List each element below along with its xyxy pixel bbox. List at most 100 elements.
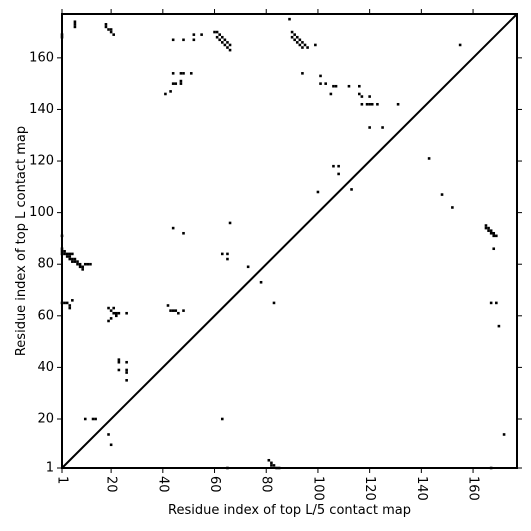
contact-cell-upper xyxy=(104,23,108,26)
x-tick-label: 140 xyxy=(414,476,429,501)
contact-cell-upper xyxy=(350,188,353,191)
contact-cell-lower xyxy=(270,461,273,465)
contact-cell-upper xyxy=(171,38,175,42)
contact-cell-upper xyxy=(319,82,322,85)
contact-cell-upper xyxy=(334,84,338,88)
y-tick-label: 140 xyxy=(29,102,54,117)
contact-cell-lower xyxy=(94,417,97,421)
contact-cell-lower xyxy=(71,260,74,263)
contact-cell-upper xyxy=(182,38,185,42)
contact-cell-upper xyxy=(73,20,77,24)
contact-cell-upper xyxy=(179,82,183,85)
contact-cell-lower xyxy=(65,252,69,256)
contact-cell-upper xyxy=(171,72,175,75)
y-tick-label: 120 xyxy=(29,154,54,169)
contact-cell-lower xyxy=(63,250,66,253)
contact-cell-upper xyxy=(329,92,333,96)
contact-cell-upper xyxy=(223,43,227,47)
x-tick-label: 40 xyxy=(155,476,170,493)
contact-cell-lower xyxy=(117,358,121,361)
contact-cell-upper xyxy=(376,102,379,106)
contact-cell-upper xyxy=(109,30,113,34)
contact-cell-lower xyxy=(83,262,87,266)
contact-cell-upper xyxy=(319,74,322,78)
contact-cell-lower xyxy=(492,234,496,238)
contact-cell-lower xyxy=(83,417,87,421)
contact-cell-lower xyxy=(71,299,74,302)
contact-cell-upper xyxy=(365,102,369,106)
contact-cell-upper xyxy=(337,172,340,176)
contact-cell-upper xyxy=(228,48,232,52)
contact-cell-upper xyxy=(295,35,299,39)
contact-cell-lower xyxy=(169,309,172,312)
contact-cell-lower xyxy=(81,268,84,271)
contact-cell-upper xyxy=(171,82,175,85)
contact-cell-upper xyxy=(192,38,196,42)
contact-cell-lower xyxy=(115,311,118,315)
contact-cell-lower xyxy=(65,301,69,305)
contact-cell-lower xyxy=(495,301,498,305)
contact-cell-lower xyxy=(177,311,180,315)
contact-cell-upper xyxy=(301,72,304,75)
x-tick-label: 20 xyxy=(104,476,119,493)
contact-cell-lower xyxy=(112,306,115,310)
contact-cell-lower xyxy=(109,443,113,447)
contact-cell-upper xyxy=(104,25,108,29)
x-tick-label: 1 xyxy=(55,476,70,484)
contact-cell-upper xyxy=(301,46,304,49)
contact-cell-lower xyxy=(68,257,72,261)
contact-cell-lower xyxy=(112,311,115,315)
y-tick-label: 160 xyxy=(29,50,54,65)
contact-cell-lower xyxy=(86,262,90,266)
contact-cell-upper xyxy=(427,157,431,160)
contact-cell-upper xyxy=(358,84,361,88)
contact-cell-upper xyxy=(368,102,371,106)
contact-cell-lower xyxy=(489,229,493,232)
contact-cell-lower xyxy=(497,324,501,328)
contact-cell-lower xyxy=(117,368,121,372)
x-tick-label: 120 xyxy=(362,476,377,501)
contact-cell-upper xyxy=(107,28,110,31)
contact-cell-lower xyxy=(65,255,69,258)
contact-cell-lower xyxy=(220,417,224,421)
contact-cell-upper xyxy=(360,95,364,98)
contact-cell-upper xyxy=(306,46,309,49)
contact-cell-upper xyxy=(298,38,302,42)
y-tick-label: 80 xyxy=(37,257,54,272)
contact-cell-upper xyxy=(112,33,115,36)
contact-cell-upper xyxy=(301,41,304,44)
contact-cell-lower xyxy=(226,252,229,256)
contact-cell-upper xyxy=(303,43,307,47)
contact-cell-lower xyxy=(125,360,128,364)
contact-cell-upper xyxy=(182,72,185,75)
contact-cell-lower xyxy=(125,311,128,315)
contact-cell-lower xyxy=(89,262,92,266)
contact-cell-upper xyxy=(179,79,183,83)
contact-cell-upper xyxy=(451,206,454,209)
contact-cell-lower xyxy=(91,417,95,421)
contact-cell-lower xyxy=(171,226,175,230)
contact-cell-lower xyxy=(63,301,66,305)
contact-cell-lower xyxy=(68,306,72,310)
y-tick-label: 1 xyxy=(46,461,54,476)
contact-cell-lower xyxy=(272,464,276,467)
contact-cell-lower xyxy=(492,247,496,251)
contact-cell-upper xyxy=(226,41,229,44)
contact-cell-upper xyxy=(174,82,178,85)
contact-cell-lower xyxy=(220,252,224,256)
y-tick-label: 100 xyxy=(29,205,54,220)
contact-cell-lower xyxy=(125,379,128,382)
contact-cell-upper xyxy=(215,35,219,39)
contact-cell-upper xyxy=(293,38,296,42)
diagonal-line xyxy=(61,13,518,469)
contact-cell-lower xyxy=(171,309,175,312)
contact-cell-upper xyxy=(228,43,232,47)
contact-cell-upper xyxy=(73,25,77,29)
contact-cell-lower xyxy=(109,309,113,312)
y-tick-label: 60 xyxy=(37,308,54,323)
x-axis-ticks: 1 20 40 60 80 100 120 140 160 xyxy=(55,9,481,501)
contact-cell-lower xyxy=(115,314,118,318)
contact-cell-upper xyxy=(324,82,327,85)
contact-cell-upper xyxy=(368,126,371,129)
contact-cell-upper xyxy=(213,30,216,34)
